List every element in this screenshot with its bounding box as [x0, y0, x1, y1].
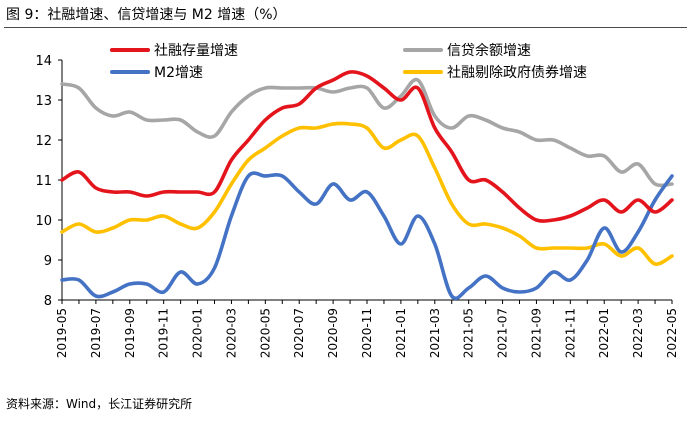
x-tick-label: 2020-05 — [258, 308, 272, 358]
x-tick-label: 2022-01 — [597, 308, 611, 358]
x-tick-label: 2021-05 — [462, 308, 476, 358]
source-note: 资料来源：Wind，长江证券研究所 — [6, 397, 193, 411]
y-tick-label: 13 — [35, 94, 52, 109]
x-tick-label: 2022-05 — [665, 308, 679, 358]
x-tick-label: 2021-09 — [529, 308, 543, 358]
y-tick-label: 9 — [44, 254, 52, 269]
legend-label-m2-growth: M2增速 — [154, 65, 203, 81]
x-tick-label: 2019-09 — [123, 308, 137, 358]
legend: 社融存量增速 信贷余额增速 M2增速 社融剔除政府债券增速 — [110, 42, 587, 81]
series-line-loan-balance-growth — [60, 77, 674, 188]
legend-label-loan-balance-growth: 信贷余额增速 — [447, 42, 531, 59]
x-tick-label: 2019-05 — [55, 308, 69, 358]
x-tick-label: 2021-03 — [428, 308, 442, 358]
chart-title: 图 9：社融增速、信贷增速与 M2 增速（%） — [6, 7, 287, 23]
x-tick-label: 2020-07 — [292, 308, 306, 358]
x-tick-label: 2019-11 — [157, 308, 171, 358]
series-lines — [60, 70, 674, 301]
x-tick-label: 2020-01 — [191, 308, 205, 358]
y-tick-label: 12 — [35, 134, 52, 149]
x-tick-label: 2022-03 — [631, 308, 645, 358]
x-tick-label: 2021-01 — [394, 308, 408, 358]
series-line-m2-growth — [60, 171, 674, 301]
x-tick-label: 2021-11 — [563, 308, 577, 358]
legend-label-tsf-ex-gov-bond-growth: 社融剔除政府债券增速 — [447, 65, 587, 81]
y-tick-label: 11 — [35, 174, 52, 189]
line-chart: 8 9 10 11 12 13 14 2019-05 2019-07 2019-09 2019-11… — [35, 42, 679, 358]
x-tick-label: 2020-09 — [326, 308, 340, 358]
x-tick-label: 2020-03 — [224, 308, 238, 358]
y-tick-label: 8 — [44, 294, 52, 309]
legend-label-tsf-stock-growth: 社融存量增速 — [154, 43, 238, 59]
y-tick-label: 14 — [35, 54, 52, 69]
x-tick-label: 2019-07 — [89, 308, 103, 358]
x-tick-label: 2021-07 — [496, 308, 510, 358]
title-rule — [4, 27, 687, 28]
series-line-tsf-ex-gov-bond-growth — [60, 121, 674, 266]
series-line-tsf-stock-growth — [60, 70, 674, 223]
y-tick-label: 10 — [35, 214, 52, 229]
axes: 8 9 10 11 12 13 14 2019-05 2019-07 2019-09 2019-11… — [35, 54, 679, 358]
x-tick-label: 2020-11 — [360, 308, 374, 358]
